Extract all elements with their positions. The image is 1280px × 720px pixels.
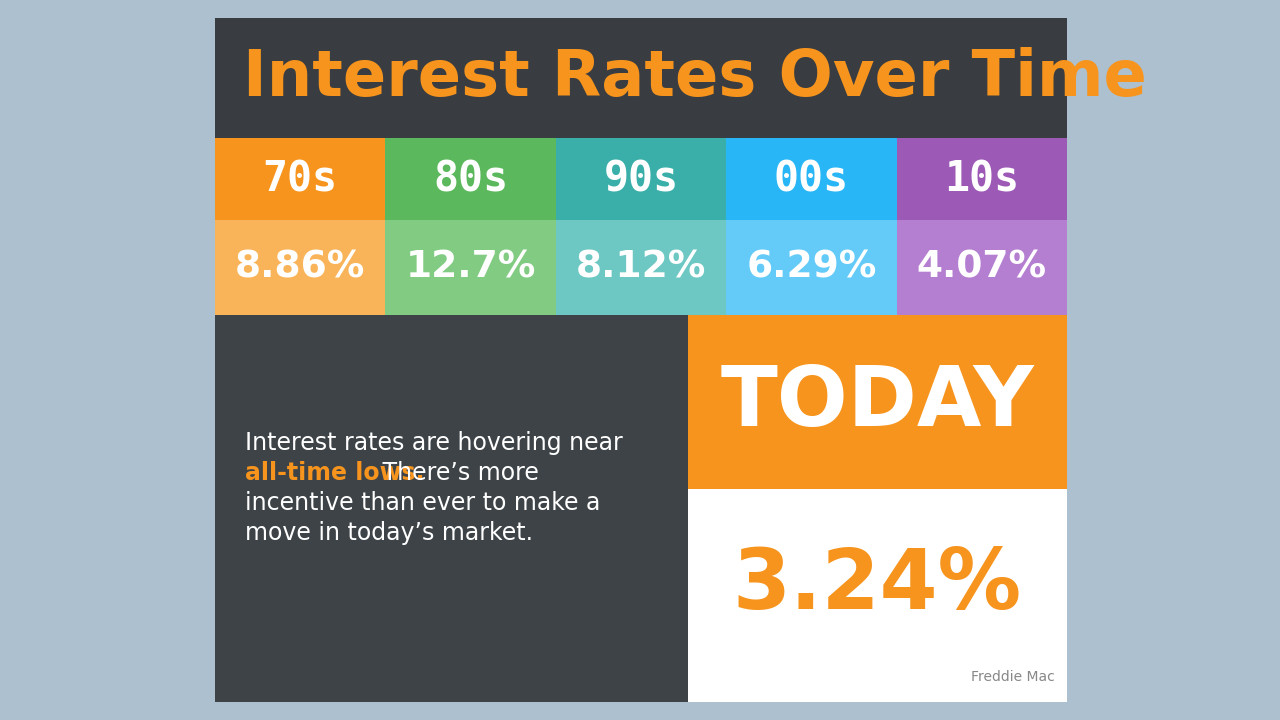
Text: 70s: 70s [262, 158, 338, 200]
Bar [687, 489, 1068, 702]
Text: TODAY: TODAY [721, 361, 1034, 443]
Text: 12.7%: 12.7% [406, 250, 536, 286]
Bar [726, 138, 896, 220]
Bar [215, 220, 385, 315]
Text: all-time lows.: all-time lows. [244, 461, 425, 485]
Text: 3.24%: 3.24% [733, 545, 1021, 626]
Text: Freddie Mac: Freddie Mac [972, 670, 1055, 684]
Text: 00s: 00s [774, 158, 849, 200]
Bar [385, 138, 556, 220]
Text: There’s more: There’s more [375, 461, 539, 485]
Text: 90s: 90s [603, 158, 678, 200]
Bar [896, 220, 1068, 315]
Bar [556, 220, 726, 315]
Text: Interest rates are hovering near: Interest rates are hovering near [244, 431, 623, 455]
Bar [215, 18, 1068, 138]
Text: 80s: 80s [433, 158, 508, 200]
Text: 6.29%: 6.29% [746, 250, 877, 286]
Text: move in today’s market.: move in today’s market. [244, 521, 532, 545]
Bar [385, 220, 556, 315]
Text: 4.07%: 4.07% [916, 250, 1047, 286]
Bar [215, 18, 1068, 702]
Text: incentive than ever to make a: incentive than ever to make a [244, 491, 600, 515]
Text: Interest Rates Over Time: Interest Rates Over Time [243, 47, 1147, 109]
Bar [215, 138, 385, 220]
Bar [896, 138, 1068, 220]
Text: 8.12%: 8.12% [576, 250, 707, 286]
Bar [687, 315, 1068, 489]
Text: 8.86%: 8.86% [236, 250, 365, 286]
Bar [556, 138, 726, 220]
Text: 10s: 10s [945, 158, 1019, 200]
Bar [726, 220, 896, 315]
